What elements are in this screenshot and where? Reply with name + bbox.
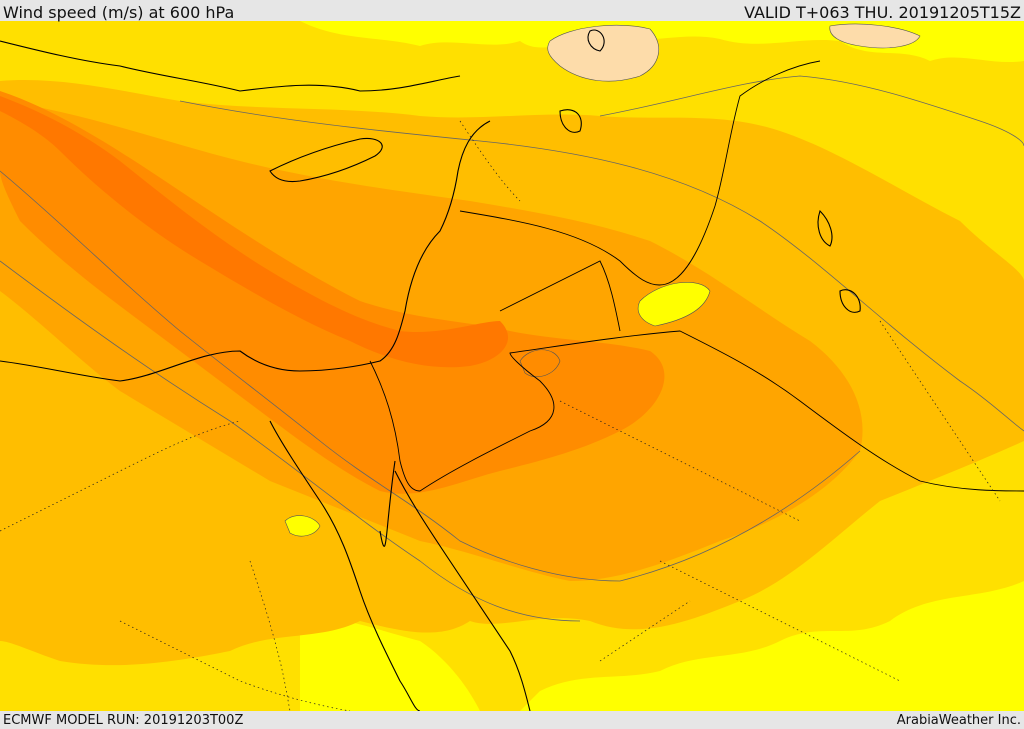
yellow-patch-sinai	[284, 515, 321, 537]
coastlines	[0, 29, 861, 711]
credit-label: ArabiaWeather Inc.	[896, 713, 1021, 728]
orange-patch-jordan	[519, 349, 561, 377]
model-run-label: ECMWF MODEL RUN: 20191203T00Z	[3, 713, 244, 728]
wind-band-max	[0, 96, 509, 368]
header-bar	[0, 0, 1024, 22]
political-borders	[369, 60, 1024, 492]
valid-time: VALID T+063 THU. 20191205T15Z	[744, 3, 1021, 22]
wind-band-lowest-southwest	[300, 618, 480, 711]
map-canvas	[0, 21, 1024, 711]
wind-contours	[0, 75, 1024, 622]
admin-borders	[0, 120, 1001, 711]
calm-patch-northeast	[829, 23, 921, 49]
footer-bar	[0, 711, 1024, 729]
wind-band-higher	[0, 91, 665, 494]
wind-band-lowest-southeast	[520, 581, 1024, 711]
wind-speed-map	[0, 21, 1024, 711]
yellow-patch-east	[637, 281, 711, 327]
map-title: Wind speed (m/s) at 600 hPa	[3, 3, 235, 22]
calm-patch-north	[547, 24, 659, 82]
